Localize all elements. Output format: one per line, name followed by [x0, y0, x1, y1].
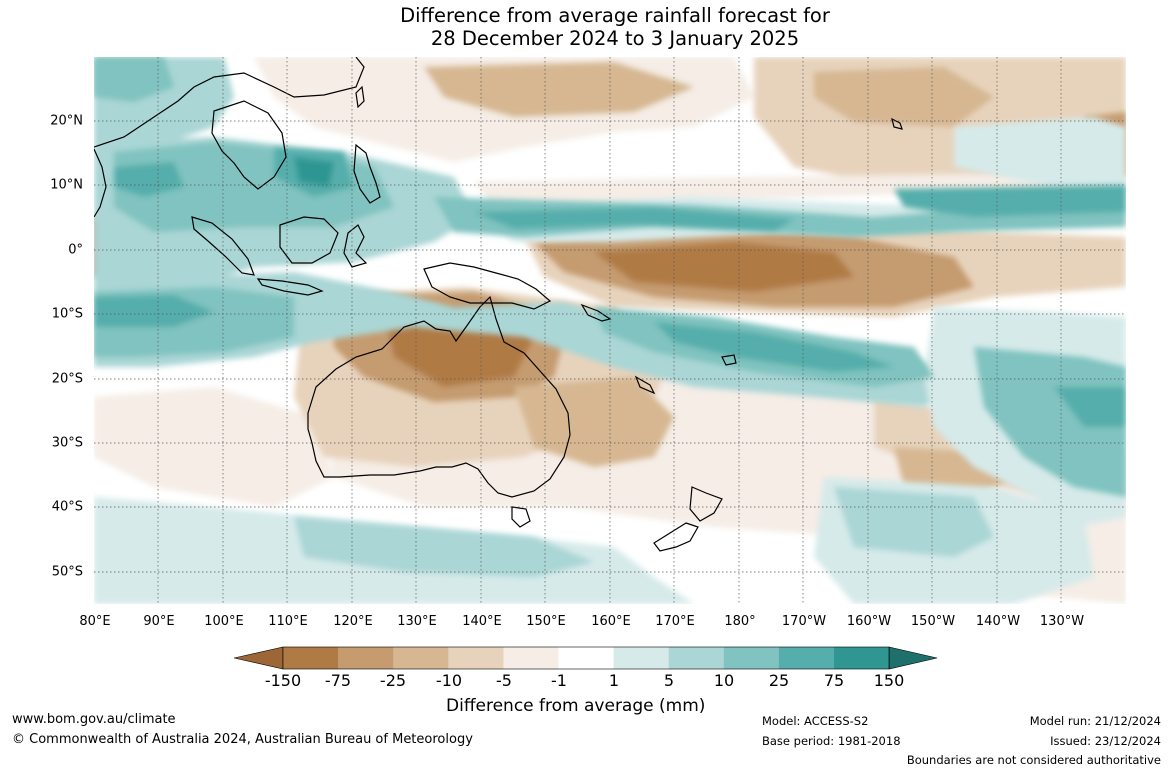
graticule [94, 57, 1126, 604]
coastlines [94, 57, 903, 552]
colorbar-segment [668, 647, 725, 669]
colorbar-segments [234, 646, 938, 670]
rainfall-anomaly-map [94, 57, 1126, 604]
lon-label-100e: 100°E [204, 614, 244, 629]
lon-label-140w: 140°W [975, 614, 1021, 629]
issued-text: Issued: 23/12/2024 [1050, 734, 1161, 748]
australia-coastline [307, 295, 571, 498]
lon-label-160w: 160°W [846, 614, 892, 629]
colorbar-segment [503, 647, 559, 669]
lon-label-130e: 130°E [397, 614, 437, 629]
lat-label-10n: 10°N [50, 177, 83, 193]
lon-label-130w: 130°W [1039, 614, 1085, 629]
title-line-1: Difference from average rainfall forecas… [400, 4, 830, 27]
colorbar-segment [393, 647, 449, 669]
colorbar-extend-high [888, 646, 938, 670]
tasmania-coastline [511, 506, 531, 528]
lon-label-120e: 120°E [333, 614, 373, 629]
colorbar-extend-low [234, 646, 284, 670]
lat-label-20s: 20°S [51, 371, 83, 387]
colorbar-segment [613, 647, 670, 669]
india-coastline [94, 148, 107, 218]
lon-label-160e: 160°E [591, 614, 631, 629]
lon-label-110e: 110°E [268, 614, 308, 629]
solomon-islands-coastline [580, 303, 612, 322]
fiji-coastline [721, 354, 737, 366]
map-canvas [94, 57, 1126, 604]
base-period-text: Base period: 1981-2018 [762, 734, 901, 748]
disclaimer-text: Boundaries are not considered authoritat… [906, 753, 1161, 767]
lon-label-180: 180° [724, 614, 756, 629]
lat-label-20n: 20°N [50, 113, 83, 129]
colorbar-tick: -10 [435, 671, 463, 690]
sulawesi-coastline [343, 224, 368, 268]
colorbar-tick: 150 [873, 671, 905, 690]
java-coastline [256, 278, 324, 296]
colorbar-tick: 25 [768, 671, 790, 690]
colorbar [234, 646, 938, 670]
lon-label-170w: 170°W [781, 614, 827, 629]
colorbar-tick: -75 [324, 671, 352, 690]
lon-label-80e: 80°E [79, 614, 111, 629]
lon-label-90e: 90°E [143, 614, 175, 629]
wet-anomaly-strong [94, 57, 1126, 577]
colorbar-tick: 10 [713, 671, 735, 690]
colorbar-tick: -5 [496, 671, 512, 690]
colorbar-segment [723, 647, 780, 669]
taiwan-coastline [355, 85, 365, 109]
website-text: www.bom.gov.au/climate [12, 712, 176, 727]
new-caledonia-coastline [634, 375, 656, 395]
colorbar-tick: -150 [264, 671, 302, 690]
new-zealand-north-coastline [689, 486, 723, 522]
map-title: Difference from average rainfall forecas… [0, 4, 1173, 50]
colorbar-segment [778, 647, 835, 669]
colorbar-tick: -1 [551, 671, 567, 690]
colorbar-tick: 75 [823, 671, 845, 690]
new-zealand-south-coastline [653, 522, 699, 552]
lon-label-150e: 150°E [526, 614, 566, 629]
asia-coastline [94, 57, 365, 148]
title-line-2: 28 December 2024 to 3 January 2025 [430, 27, 800, 50]
new-guinea-coastline [423, 262, 552, 310]
lon-label-140e: 140°E [462, 614, 502, 629]
lon-label-150w: 150°W [910, 614, 956, 629]
model-text: Model: ACCESS-S2 [762, 714, 869, 728]
hawaii-coastline [891, 117, 903, 130]
lat-label-50s: 50°S [51, 564, 83, 580]
model-run-text: Model run: 21/12/2024 [1029, 714, 1161, 728]
lat-label-0: 0° [68, 242, 83, 258]
copyright-text: © Commonwealth of Australia 2024, Austra… [12, 732, 473, 747]
indochina-coastline [211, 100, 287, 190]
lat-label-30s: 30°S [51, 435, 83, 451]
colorbar-segment [448, 647, 504, 669]
colorbar-tick: 1 [608, 671, 620, 690]
philippines-coastline [353, 143, 381, 204]
colorbar-tick: 5 [663, 671, 675, 690]
colorbar-segment [338, 647, 394, 669]
colorbar-segment [283, 647, 339, 669]
colorbar-outline [282, 646, 890, 670]
colorbar-segment [558, 647, 615, 669]
colorbar-label: Difference from average (mm) [446, 696, 706, 716]
colorbar-segment [834, 647, 890, 669]
lat-label-40s: 40°S [51, 499, 83, 515]
lat-label-10s: 10°S [51, 306, 83, 322]
lon-label-170e: 170°E [655, 614, 695, 629]
sumatra-coastline [191, 216, 255, 276]
borneo-coastline [279, 216, 339, 264]
colorbar-tick: -25 [379, 671, 407, 690]
